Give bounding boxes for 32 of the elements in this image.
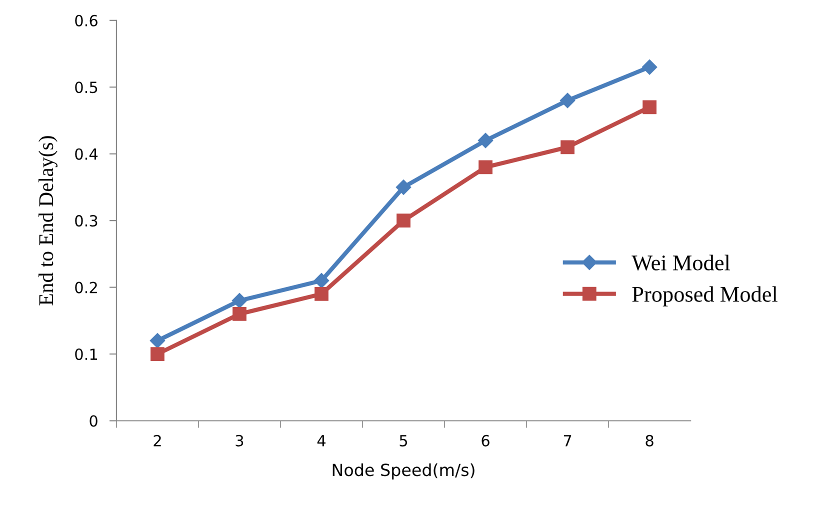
y-tick-label: 0.1: [75, 348, 98, 360]
y-tick-label: 0: [90, 415, 98, 427]
point: [560, 92, 576, 108]
legend-label: Proposed Model: [632, 286, 778, 306]
y-tick-label: 0.6: [75, 14, 98, 26]
x-tick-label: 4: [317, 435, 326, 446]
point: [314, 273, 330, 288]
x-tick-label: 8: [646, 434, 654, 446]
point: [478, 160, 492, 174]
x-tick-label: 3: [236, 434, 244, 446]
point: [642, 60, 658, 75]
point: [560, 140, 574, 154]
point: [314, 287, 328, 301]
point: [396, 180, 412, 195]
point: [478, 132, 494, 148]
x-tick-label: 6: [482, 434, 490, 446]
point: [232, 307, 246, 321]
y-tick-label: 0.3: [75, 215, 98, 227]
x-tick-label: 7: [564, 435, 572, 446]
x-axis-title: Node Speed(m/s): [332, 463, 474, 480]
point: [396, 214, 410, 228]
x-tick-label: 5: [400, 435, 408, 446]
x-tick-label: 2: [154, 434, 161, 446]
point: [232, 293, 248, 308]
legend-label: Wei Model: [632, 254, 730, 271]
point: [642, 100, 656, 114]
y-axis-title: End to End Delay(s): [38, 136, 58, 306]
point: [150, 333, 166, 348]
y-tick-label: 0.5: [75, 82, 98, 94]
y-tick-label: 0.4: [75, 148, 98, 160]
point: [150, 347, 164, 361]
y-tick-label: 0.2: [75, 282, 97, 294]
